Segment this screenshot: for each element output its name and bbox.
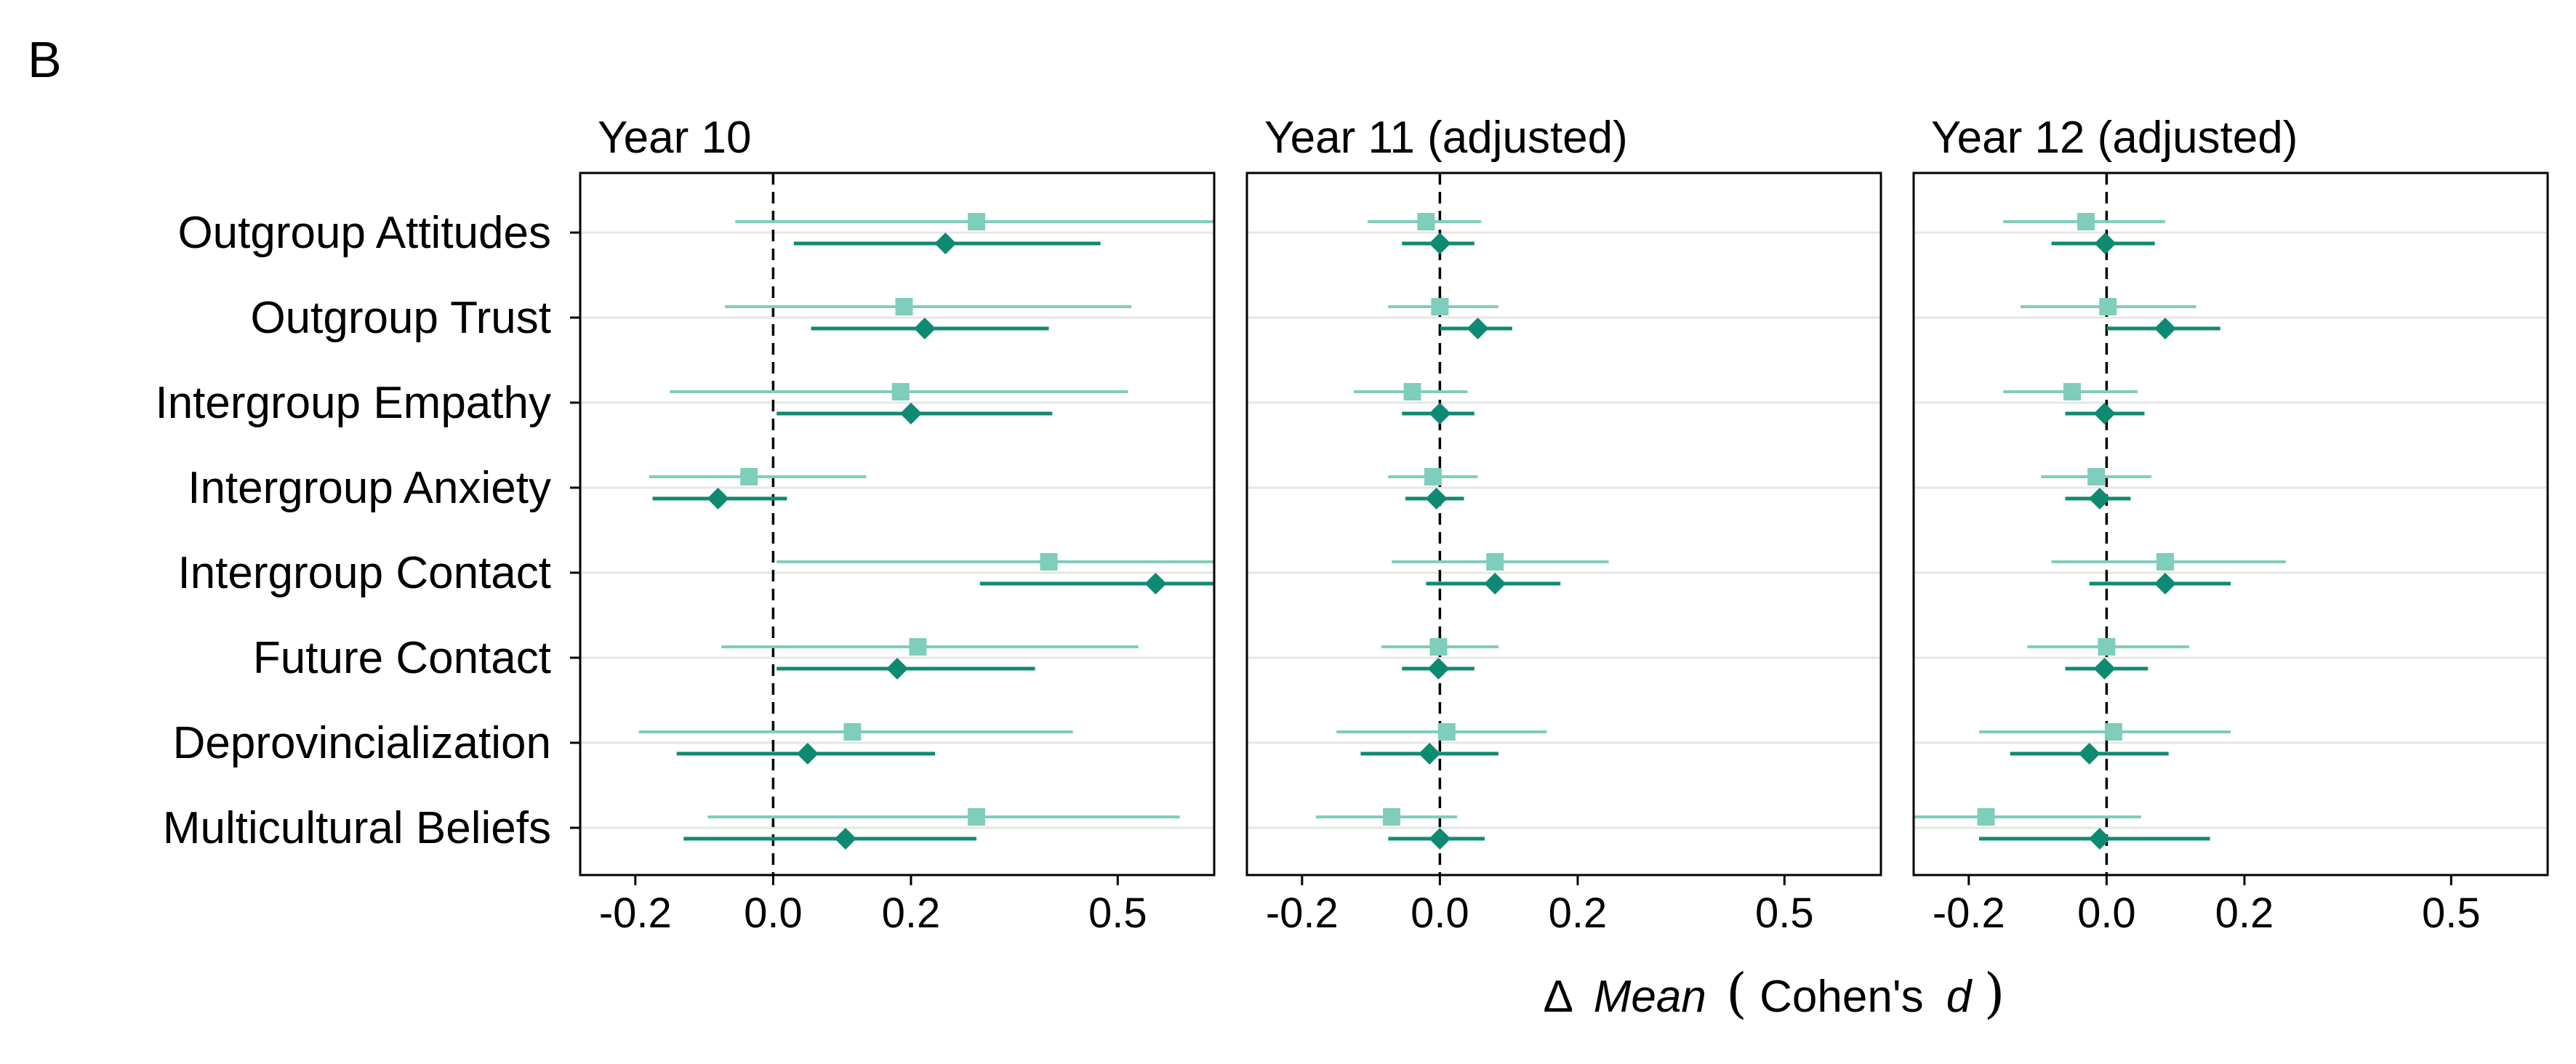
point-diamond (1144, 573, 1167, 595)
panel-frame (1912, 172, 2549, 876)
point-square (2156, 553, 2174, 571)
point-diamond (1427, 658, 1450, 680)
point-diamond (2154, 318, 2176, 339)
panel-label: B (28, 31, 62, 88)
panel-frame (1245, 172, 1882, 876)
category-label-outgroup-trust: Outgroup Trust (250, 293, 551, 343)
panel-2: Year 11 (adjusted) -0.2 0.0 0.2 0.5 (1245, 113, 1882, 937)
point-square (1431, 298, 1449, 315)
point-square (2077, 213, 2095, 230)
point-diamond (2093, 658, 2116, 680)
point-square (1437, 723, 1456, 741)
point-square (1040, 553, 1058, 571)
x-axis-label-paren-close: ) (1984, 962, 2005, 1025)
x-tick-label: 0.2 (1549, 890, 1608, 937)
category-label-deprovincialization: Deprovincialization (173, 718, 551, 768)
point-diamond (707, 488, 729, 509)
point-square (891, 383, 910, 400)
point-square (968, 808, 985, 826)
x-tick-label: 0.0 (1411, 890, 1469, 937)
point-square (2098, 638, 2116, 656)
point-square (843, 723, 862, 741)
x-tick-label: 0.5 (2422, 890, 2481, 937)
point-diamond (796, 743, 819, 765)
point-square (740, 468, 758, 485)
point-square (1486, 553, 1504, 571)
point-square (1383, 808, 1401, 826)
x-tick-label: 0.0 (2077, 890, 2136, 937)
point-diamond (899, 403, 922, 424)
point-diamond (2088, 828, 2111, 850)
x-tick-label: 0.5 (1755, 890, 1814, 937)
panel-title-1: Year 10 (598, 113, 751, 163)
category-label-intergroup-contact: Intergroup Contact (177, 548, 551, 598)
point-square (2099, 298, 2117, 315)
point-diamond (913, 318, 936, 339)
point-diamond (1429, 828, 1451, 850)
category-label-future-contact: Future Contact (253, 633, 551, 683)
point-square (909, 638, 927, 656)
x-tick-label: -0.2 (1933, 890, 2005, 937)
point-diamond (2094, 233, 2116, 254)
point-diamond (1425, 488, 1448, 509)
panel-title-3: Year 12 (adjusted) (1931, 113, 2298, 163)
panel-3: Year 12 (adjusted) -0.2 0.0 0.2 0.5 (1912, 113, 2549, 937)
x-tick-label: 0.2 (2215, 890, 2274, 937)
point-diamond (934, 233, 957, 254)
point-square (1417, 213, 1435, 230)
point-diamond (1484, 573, 1506, 595)
point-square (895, 298, 913, 315)
point-square (1977, 808, 1995, 826)
point-square (2087, 468, 2106, 485)
point-square (1403, 383, 1421, 400)
x-tick-label: 0.0 (744, 890, 803, 937)
point-diamond (2078, 743, 2100, 765)
point-diamond (1419, 743, 1441, 765)
point-diamond (834, 828, 856, 850)
x-axis-label-delta: Δ (1543, 972, 1572, 1022)
category-labels: Outgroup Attitudes Outgroup Trust Intergro… (155, 208, 551, 853)
category-label-intergroup-empathy: Intergroup Empathy (155, 378, 551, 428)
point-diamond (2088, 488, 2111, 509)
panel-title-2: Year 11 (adjusted) (1264, 113, 1628, 163)
point-square (1429, 638, 1448, 656)
point-square (1424, 468, 1442, 485)
panel-frame (579, 172, 1216, 876)
point-diamond (2093, 403, 2116, 424)
panel-1: Year 10 -0.2 0.0 0.2 0.5 (570, 113, 1216, 937)
category-label-multicultural-beliefs: Multicultural Beliefs (163, 803, 551, 853)
x-tick-label: -0.2 (599, 890, 672, 937)
panels-group: Year 10 -0.2 0.0 0.2 0.5 Year 11 (adjusted) -0… (570, 113, 2549, 937)
point-square (968, 213, 985, 230)
x-tick-label: -0.2 (1266, 890, 1339, 937)
x-axis-label-cohen: Cohen's (1760, 972, 1924, 1022)
point-square (2063, 383, 2081, 400)
x-tick-label: 0.2 (882, 890, 941, 937)
point-diamond (886, 658, 908, 680)
x-tick-label: 0.5 (1088, 890, 1147, 937)
category-label-intergroup-anxiety: Intergroup Anxiety (188, 463, 551, 513)
point-diamond (2154, 573, 2176, 595)
point-diamond (1466, 318, 1489, 339)
point-square (2104, 723, 2122, 741)
x-axis-label: Δ Mean ( Cohen's d ) (1543, 962, 2005, 1025)
x-axis-label-paren-open: ( (1726, 962, 1747, 1025)
x-axis-label-d: d (1946, 972, 1973, 1022)
category-label-outgroup-attitudes: Outgroup Attitudes (177, 208, 551, 258)
x-axis-label-mean: Mean (1594, 972, 1706, 1022)
point-diamond (1429, 233, 1451, 254)
point-diamond (1429, 403, 1451, 424)
